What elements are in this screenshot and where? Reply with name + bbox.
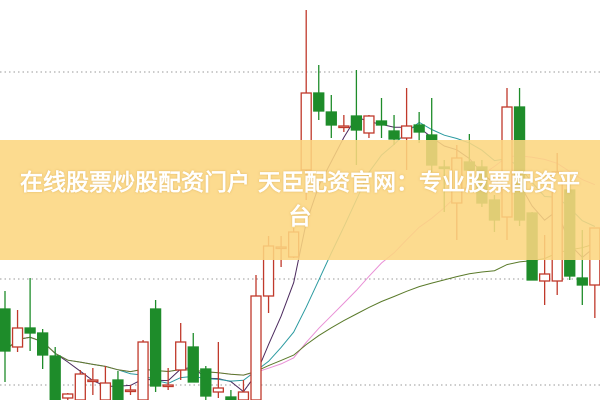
candle-body xyxy=(413,124,425,133)
candle-body xyxy=(350,115,363,131)
candle-body xyxy=(325,111,337,126)
candle-body xyxy=(338,125,350,129)
candle-body xyxy=(363,115,375,134)
candle-body xyxy=(37,332,49,356)
candle-body xyxy=(11,327,24,348)
candle-body xyxy=(62,393,74,399)
candle-body xyxy=(175,341,187,371)
candle-body xyxy=(313,92,325,112)
candle-body xyxy=(0,308,11,352)
candle-body xyxy=(576,277,588,286)
candle-body xyxy=(187,346,199,383)
banner-title: 在线股票炒股配资门户 天臣配资官网：专业股票配资平台 xyxy=(19,170,580,230)
candle-body xyxy=(149,308,162,387)
candle-body xyxy=(225,396,237,400)
candle-body xyxy=(250,295,262,400)
candle-body xyxy=(237,391,250,400)
candle-body xyxy=(539,273,551,282)
candle-body xyxy=(124,389,137,393)
candle-body xyxy=(400,125,413,139)
candle-body xyxy=(212,387,225,393)
candle-body xyxy=(375,120,388,126)
candle-body xyxy=(74,373,86,400)
title-banner: 在线股票炒股配资门户 天臣配资官网：专业股票配资平台 xyxy=(0,140,600,260)
candle-body xyxy=(99,382,112,400)
candle-body xyxy=(112,379,124,400)
candle-body xyxy=(200,368,212,397)
ma-line-40 xyxy=(4,243,596,376)
candle-body xyxy=(162,384,174,388)
candle-body xyxy=(137,341,149,400)
candle-body xyxy=(87,379,99,383)
candle-body xyxy=(24,327,36,334)
candle-body xyxy=(388,130,400,140)
candle-body xyxy=(49,355,61,400)
